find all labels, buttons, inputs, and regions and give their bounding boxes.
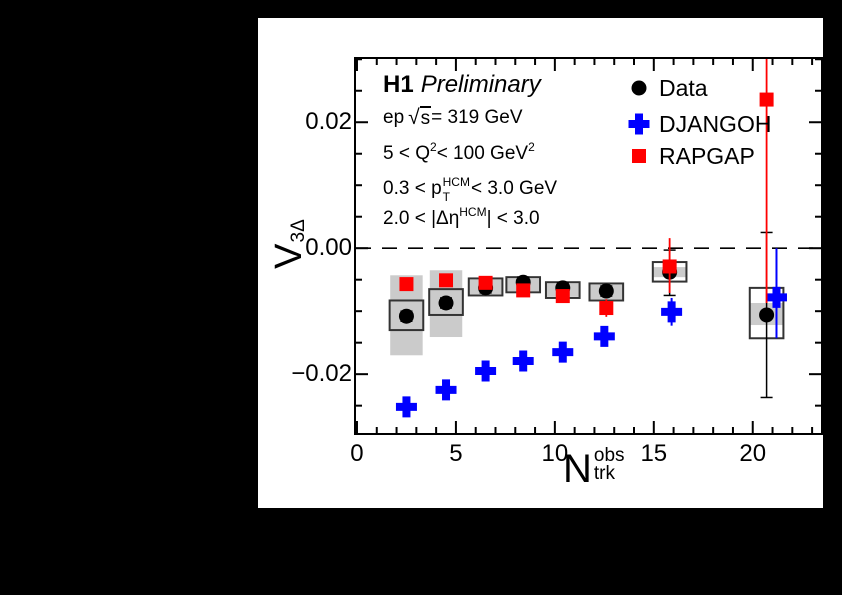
data-point bbox=[598, 283, 614, 299]
condition-line-q2: 5 < Q 2 < 100 GeV 2 bbox=[383, 140, 535, 164]
rapgap-point bbox=[399, 277, 414, 292]
rapgap-point bbox=[599, 301, 614, 316]
djangoh-marker-icon bbox=[628, 113, 650, 135]
legend-item-rapgap: RAPGAP bbox=[626, 142, 755, 170]
plot-frame bbox=[354, 57, 823, 435]
syst-box bbox=[388, 299, 425, 332]
djangoh-point bbox=[552, 341, 574, 363]
plot-title: H1 Preliminary bbox=[383, 70, 541, 100]
x-tick-label: 0 bbox=[350, 440, 364, 467]
rapgap-point bbox=[759, 92, 774, 107]
legend-item-djangoh: DJANGOH bbox=[626, 110, 771, 138]
djangoh-point bbox=[475, 360, 497, 382]
condition-line-pt: 0.3 < p HCM T < 3.0 GeV bbox=[383, 174, 558, 204]
djangoh-point bbox=[593, 325, 615, 347]
x-axis-title: N obs trk bbox=[563, 445, 625, 491]
rapgap-point bbox=[439, 273, 454, 288]
data-point bbox=[398, 308, 414, 324]
syst-box bbox=[428, 288, 464, 316]
condition-line-deta: 2.0 < |Δη HCM | < 3.0 bbox=[383, 205, 540, 229]
legend-label-djangoh: DJANGOH bbox=[659, 110, 772, 137]
x-tick-label: 5 bbox=[449, 440, 463, 467]
y-tick-label: 0.02 bbox=[305, 108, 352, 136]
rapgap-point bbox=[516, 283, 531, 298]
x-tick-label: 20 bbox=[739, 440, 767, 467]
legend-item-data: Data bbox=[626, 74, 708, 102]
rapgap-point bbox=[478, 275, 493, 290]
condition-line-sqrt-s: ep √ s = 319 GeV bbox=[383, 106, 523, 129]
rapgap-point bbox=[662, 259, 677, 274]
djangoh-point bbox=[435, 379, 457, 401]
djangoh-point bbox=[765, 286, 787, 308]
legend-label-rapgap: RAPGAP bbox=[659, 142, 755, 169]
djangoh-point bbox=[661, 301, 683, 323]
data-marker-icon bbox=[631, 80, 647, 96]
data-point bbox=[438, 295, 454, 311]
experiment-name: H1 bbox=[383, 71, 414, 98]
rapgap-point bbox=[555, 289, 570, 304]
x-tick-label: 10 bbox=[541, 440, 569, 467]
djangoh-point bbox=[512, 350, 534, 372]
y-tick-label: 0.00 bbox=[305, 234, 352, 262]
plot-canvas bbox=[258, 18, 823, 508]
djangoh-point bbox=[395, 396, 417, 418]
sqrt-icon: √ bbox=[408, 106, 420, 129]
x-tick-label: 15 bbox=[640, 440, 668, 467]
data-point bbox=[759, 307, 775, 323]
rapgap-marker-icon bbox=[632, 149, 646, 163]
y-tick-label: −0.02 bbox=[291, 360, 352, 388]
preliminary-label: Preliminary bbox=[420, 71, 541, 98]
legend-label-data: Data bbox=[659, 74, 708, 101]
